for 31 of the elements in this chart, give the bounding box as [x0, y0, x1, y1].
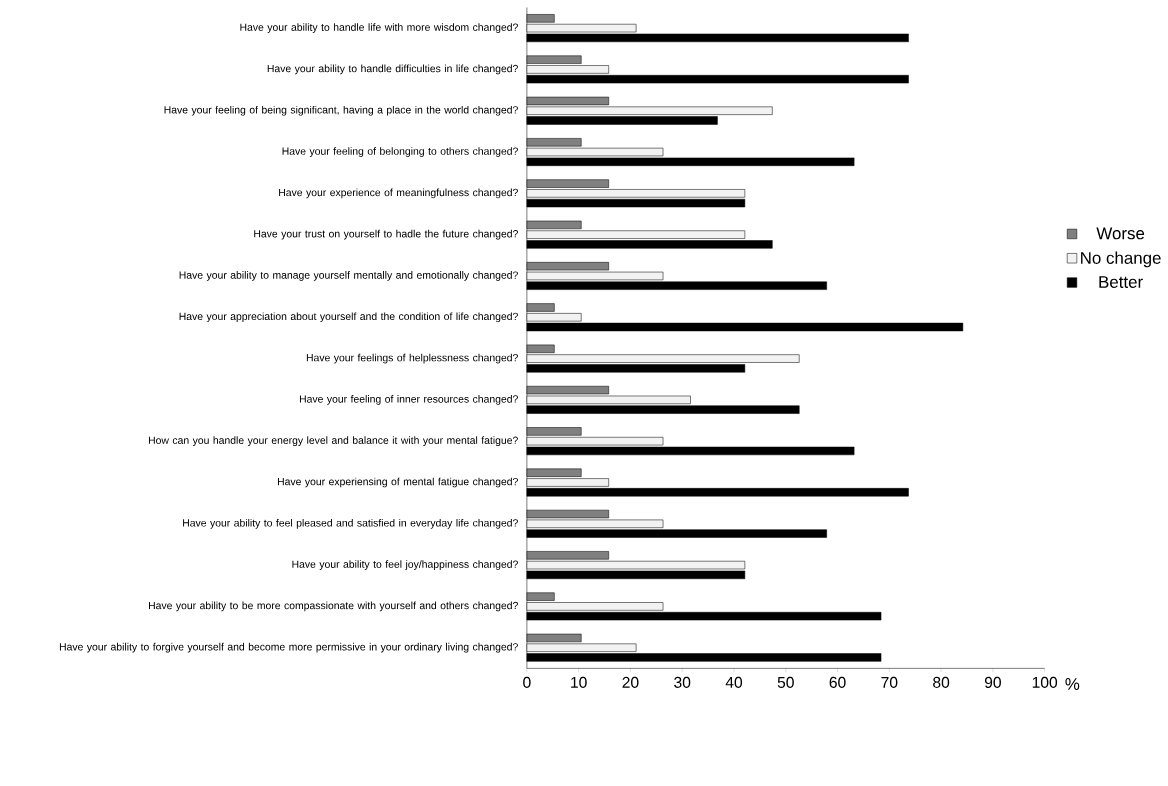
x-tick-label: 60 [829, 676, 846, 688]
y-tick-label: Have your ability to feel joy/happiness changed? [292, 560, 518, 570]
x-tick-label: 50 [777, 676, 794, 688]
y-tick-label: Have your ability to handle difficulties in life changed? [267, 64, 518, 75]
x-tick-label: 30 [674, 676, 691, 688]
y-tick-label: Have your ability to handle life with more wisdom changed? [240, 23, 518, 33]
x-tick-label: 10 [571, 676, 587, 688]
x-tick-label: 40 [725, 676, 743, 688]
y-tick-label: Have your feeling of being significant, having a place in the world changed? [164, 105, 518, 116]
y-tick-label: Have your feelings of helplessness changed? [306, 353, 518, 364]
x-tick-label: 0 [523, 676, 531, 688]
x-tick-label: 100 [1032, 676, 1058, 688]
y-tick-label: Have your feeling of inner resources changed? [299, 394, 518, 405]
y-tick-label: Have your experiensing of mental fatigue changed? [277, 477, 518, 488]
y-tick-label: Have your ability to manage yourself mentally and emotionally changed? [179, 270, 518, 281]
legend-label: No change [1081, 251, 1161, 268]
legend-label: Worse [1096, 227, 1145, 240]
x-tick-label: 90 [984, 676, 1001, 688]
y-tick-label: Have your ability to forgive yourself and become more permissive in your ordinary living changed? [59, 642, 518, 653]
x-tick-label: 70 [881, 676, 898, 688]
legend-label: Better [1099, 275, 1143, 288]
x-axis-title: % [1065, 677, 1080, 690]
y-tick-label: Have your appreciation about yourself and the condition of life changed? [179, 312, 518, 322]
y-tick-label: Have your experience of meaningfulness changed? [279, 188, 518, 198]
x-tick-label: 80 [933, 676, 950, 688]
y-tick-label: Have your feeling of belonging to others changed? [282, 146, 518, 157]
y-tick-label: Have your ability to be more compassionate with yourself and others changed? [148, 601, 518, 612]
x-tick-label: 20 [622, 676, 639, 688]
y-tick-label: Have your ability to feel pleased and satisfied in everyday life changed? [183, 518, 518, 529]
y-tick-label: Have your trust on yourself to hadle the future changed? [254, 229, 518, 240]
y-tick-label: How can you handle your energy level and balance it with your mental fatigue? [148, 436, 518, 446]
